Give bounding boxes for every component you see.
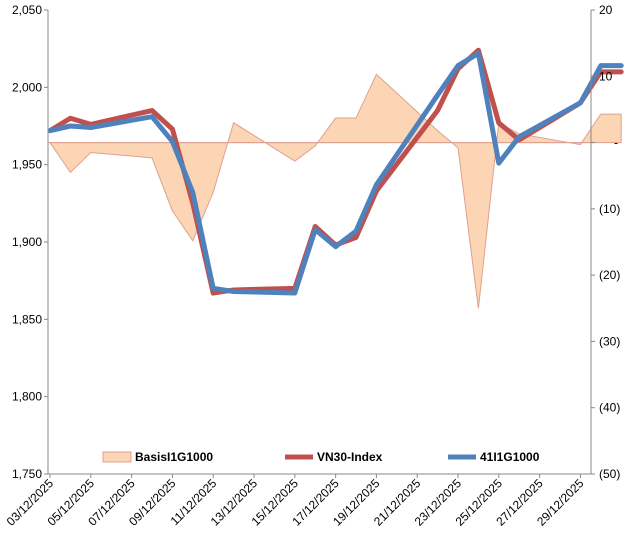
futures-41i1g1000-line (47, 50, 624, 296)
y2-tick-label: 20 (599, 3, 613, 17)
y2-tick-label: (10) (599, 202, 620, 216)
legend-label: 41I1G1000 (480, 450, 540, 464)
legend: BasisI1G1000 VN30-Index 41I1G1000 (102, 450, 540, 464)
legend-swatch (102, 451, 132, 463)
y-tick-label: 1,900 (12, 235, 42, 249)
y-tick-label: 1,800 (12, 390, 42, 404)
y-tick-label: 1,850 (12, 312, 42, 326)
legend-item-basis: BasisI1G1000 (102, 450, 213, 464)
legend-label: VN30-Index (317, 450, 383, 464)
y2-tick-label: - (614, 136, 618, 150)
y-tick-label: 2,000 (12, 80, 42, 94)
y2-tick-label: 10 (599, 69, 613, 83)
plot-frame (48, 10, 591, 474)
y2-tick-label: (30) (599, 334, 620, 348)
y2-tick-label: (50) (599, 467, 620, 481)
legend-item-41i1g1000: 41I1G1000 (448, 450, 540, 464)
legend-item-vn30: VN30-Index (285, 450, 383, 464)
y-tick-label: 1,750 (12, 467, 42, 481)
basis-area (49, 73, 622, 309)
basis-area-layer (48, 73, 622, 309)
y2-tick-label: (20) (599, 268, 620, 282)
plot-area (48, 10, 591, 474)
y-tick-label: 1,950 (12, 158, 42, 172)
y2-tick-label: (40) (599, 401, 620, 415)
y-tick-label: 2,050 (12, 3, 42, 17)
legend-label: BasisI1G1000 (135, 450, 213, 464)
line-layer (47, 47, 624, 296)
